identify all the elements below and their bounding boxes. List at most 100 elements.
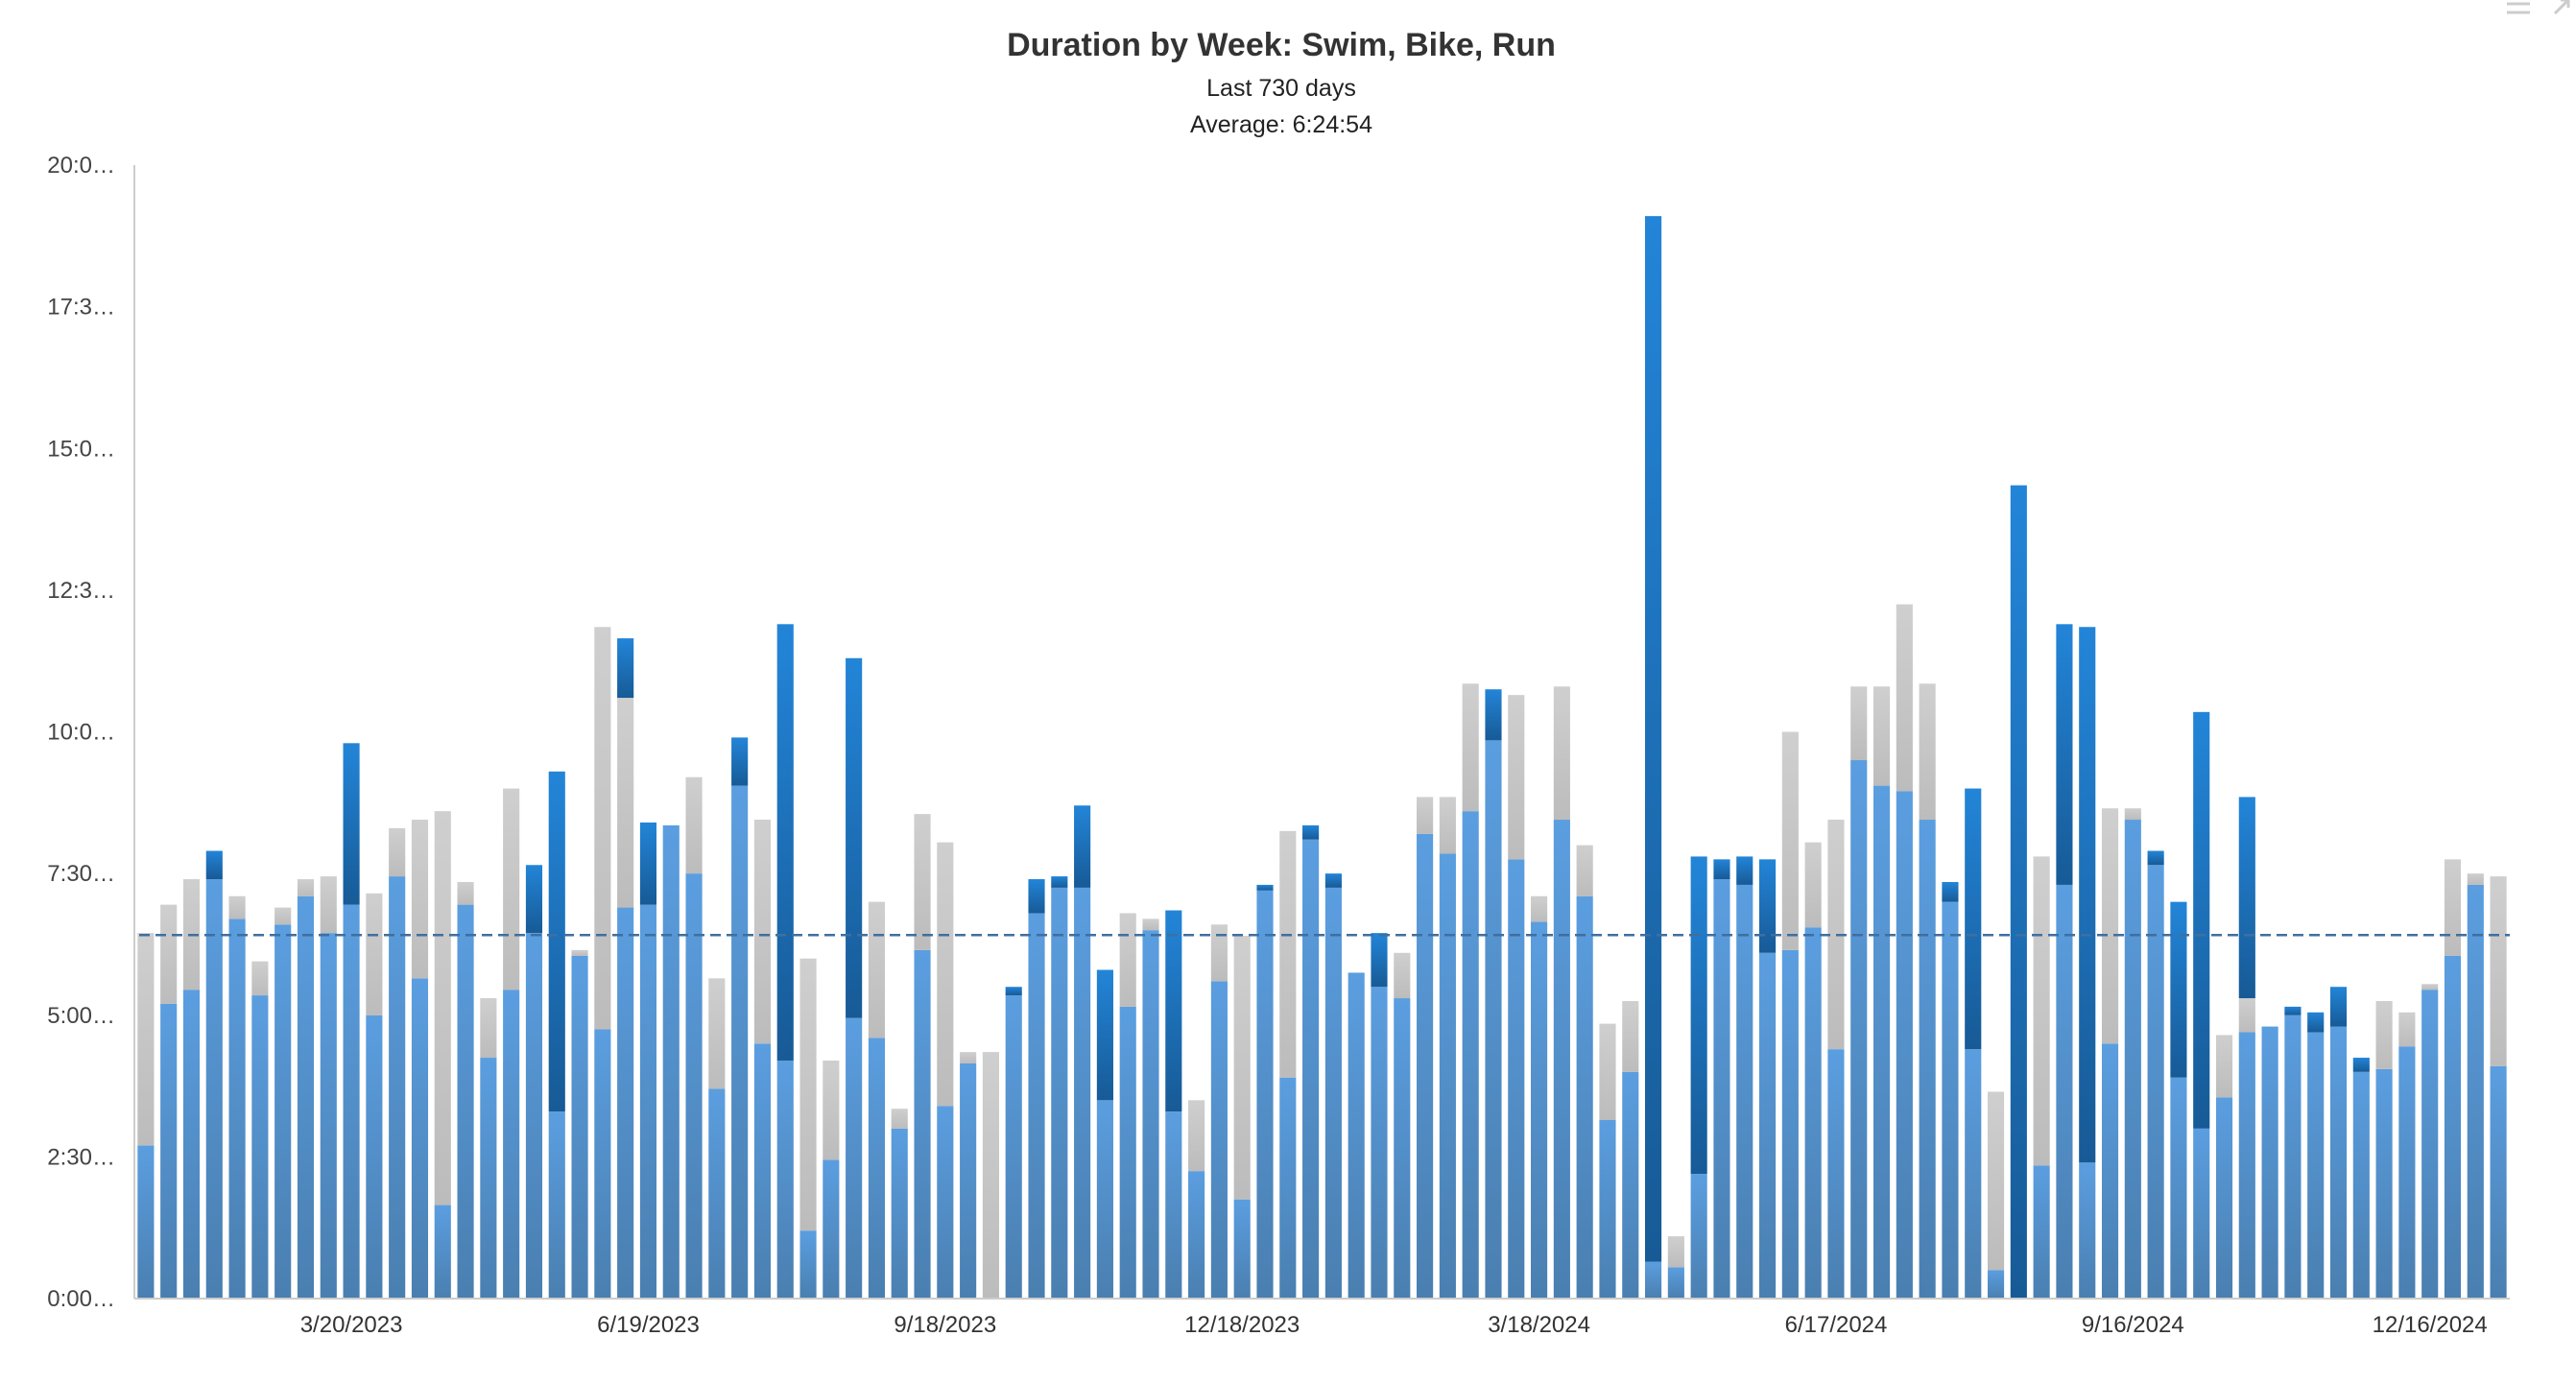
bar-segment-swim[interactable] (731, 737, 749, 786)
bar-segment-bike[interactable] (1736, 884, 1753, 1299)
bar-segment-bike[interactable] (1599, 1119, 1616, 1299)
bar-segment-run[interactable] (891, 1109, 908, 1129)
bar-segment-bike[interactable] (1462, 811, 1479, 1299)
bar-segment-swim[interactable] (1485, 689, 1502, 741)
bar-segment-bike[interactable] (2375, 1068, 2393, 1299)
bar-segment-bike[interactable] (1439, 853, 1456, 1299)
bar-segment-bike[interactable] (1188, 1171, 1205, 1299)
bar-segment-bike[interactable] (457, 904, 474, 1299)
bar-segment-bike[interactable] (411, 978, 429, 1299)
bar-segment-swim[interactable] (1005, 987, 1022, 996)
bar-segment-run[interactable] (160, 904, 178, 1004)
bar-segment-swim[interactable] (1074, 805, 1091, 888)
bar-segment-run[interactable] (799, 958, 817, 1231)
bar-segment-swim[interactable] (205, 850, 223, 880)
bar-segment-bike[interactable] (846, 1017, 863, 1299)
bar-segment-bike[interactable] (708, 1088, 726, 1299)
bar-segment-bike[interactable] (937, 1106, 954, 1299)
bar-segment-bike[interactable] (1804, 927, 1822, 1299)
bar-segment-run[interactable] (137, 933, 155, 1146)
bar-segment-run[interactable] (274, 907, 292, 925)
bar-segment-swim[interactable] (2352, 1058, 2370, 1072)
bar-segment-swim[interactable] (2056, 624, 2073, 885)
bar-segment-swim[interactable] (1165, 910, 1182, 1112)
bar-segment-bike[interactable] (1896, 791, 1913, 1300)
bar-segment-swim[interactable] (525, 865, 543, 934)
bar-segment-bike[interactable] (891, 1128, 908, 1299)
bar-segment-bike[interactable] (366, 1014, 383, 1299)
bar-segment-bike[interactable] (662, 824, 680, 1299)
bar-segment-bike[interactable] (1531, 921, 1548, 1299)
bar-segment-run[interactable] (1872, 686, 1891, 786)
bar-segment-run[interactable] (960, 1052, 977, 1063)
bar-segment-run[interactable] (320, 876, 337, 934)
bar-segment-swim[interactable] (2079, 627, 2096, 1163)
bar-segment-bike[interactable] (2079, 1162, 2096, 1299)
bar-segment-bike[interactable] (1622, 1071, 1639, 1299)
bar-segment-run[interactable] (1439, 797, 1456, 854)
bar-segment-bike[interactable] (799, 1230, 817, 1299)
bar-segment-bike[interactable] (251, 995, 269, 1299)
bar-segment-run[interactable] (2398, 1012, 2416, 1047)
bar-segment-bike[interactable] (1781, 949, 1799, 1299)
bar-segment-run[interactable] (1827, 820, 1845, 1050)
bar-segment-bike[interactable] (1417, 833, 1434, 1299)
bar-segment-bike[interactable] (1508, 859, 1525, 1299)
bar-segment-run[interactable] (1804, 842, 1822, 928)
bar-segment-bike[interactable] (594, 1029, 611, 1299)
bar-segment-bike[interactable] (2101, 1043, 2119, 1299)
bar-segment-swim[interactable] (1645, 216, 1662, 1262)
bar-segment-run[interactable] (1531, 895, 1548, 922)
bar-segment-run[interactable] (2490, 876, 2507, 1066)
bar-segment-swim[interactable] (1371, 933, 1388, 988)
bar-segment-run[interactable] (297, 879, 315, 896)
bar-segment-bike[interactable] (914, 949, 931, 1299)
bar-segment-swim[interactable] (2147, 850, 2164, 866)
bar-segment-run[interactable] (1279, 830, 1297, 1078)
bar-segment-bike[interactable] (525, 933, 543, 1299)
bar-segment-bike[interactable] (1965, 1049, 1982, 1299)
bar-segment-bike[interactable] (1759, 952, 1777, 1299)
bar-segment-bike[interactable] (2170, 1077, 2187, 1299)
bar-segment-bike[interactable] (2215, 1097, 2233, 1299)
bar-segment-swim[interactable] (2010, 485, 2027, 1299)
bar-segment-bike[interactable] (228, 919, 246, 1299)
bar-segment-bike[interactable] (274, 924, 292, 1299)
bar-segment-bike[interactable] (1302, 839, 1320, 1299)
bar-segment-bike[interactable] (160, 1003, 178, 1299)
bar-segment-swim[interactable] (1028, 879, 1045, 914)
bar-segment-bike[interactable] (1279, 1077, 1297, 1299)
bar-segment-bike[interactable] (1850, 760, 1868, 1299)
bar-segment-run[interactable] (1210, 924, 1228, 982)
bar-segment-swim[interactable] (1713, 859, 1730, 880)
bar-segment-bike[interactable] (1919, 820, 1936, 1299)
bar-segment-run[interactable] (2467, 873, 2484, 885)
bar-segment-run[interactable] (1576, 845, 1593, 896)
bar-segment-bike[interactable] (1119, 1006, 1136, 1299)
bar-segment-swim[interactable] (343, 743, 360, 905)
bar-segment-run[interactable] (594, 627, 611, 1030)
bar-segment-swim[interactable] (548, 771, 565, 1112)
bar-segment-swim[interactable] (2238, 797, 2255, 999)
bar-segment-bike[interactable] (1485, 740, 1502, 1299)
bar-segment-bike[interactable] (1987, 1270, 2005, 1299)
bar-segment-bike[interactable] (434, 1205, 451, 1299)
bar-segment-bike[interactable] (731, 785, 749, 1299)
bar-segment-swim[interactable] (1051, 876, 1068, 888)
bar-segment-swim[interactable] (776, 624, 794, 1061)
bar-segment-run[interactable] (868, 901, 885, 1038)
bar-segment-run[interactable] (2444, 859, 2462, 956)
bar-segment-bike[interactable] (868, 1038, 885, 1299)
bar-segment-bike[interactable] (1051, 887, 1068, 1299)
bar-segment-run[interactable] (228, 895, 246, 919)
bar-segment-swim[interactable] (2193, 711, 2210, 1129)
bar-segment-run[interactable] (753, 820, 772, 1044)
bar-segment-bike[interactable] (1713, 879, 1730, 1299)
bar-segment-bike[interactable] (617, 907, 634, 1299)
bar-segment-run[interactable] (366, 893, 383, 1015)
bar-segment-bike[interactable] (2467, 884, 2484, 1299)
bar-segment-run[interactable] (389, 827, 406, 877)
bar-segment-bike[interactable] (571, 955, 588, 1299)
bar-segment-bike[interactable] (1233, 1199, 1251, 1299)
bar-segment-run[interactable] (1553, 686, 1570, 821)
